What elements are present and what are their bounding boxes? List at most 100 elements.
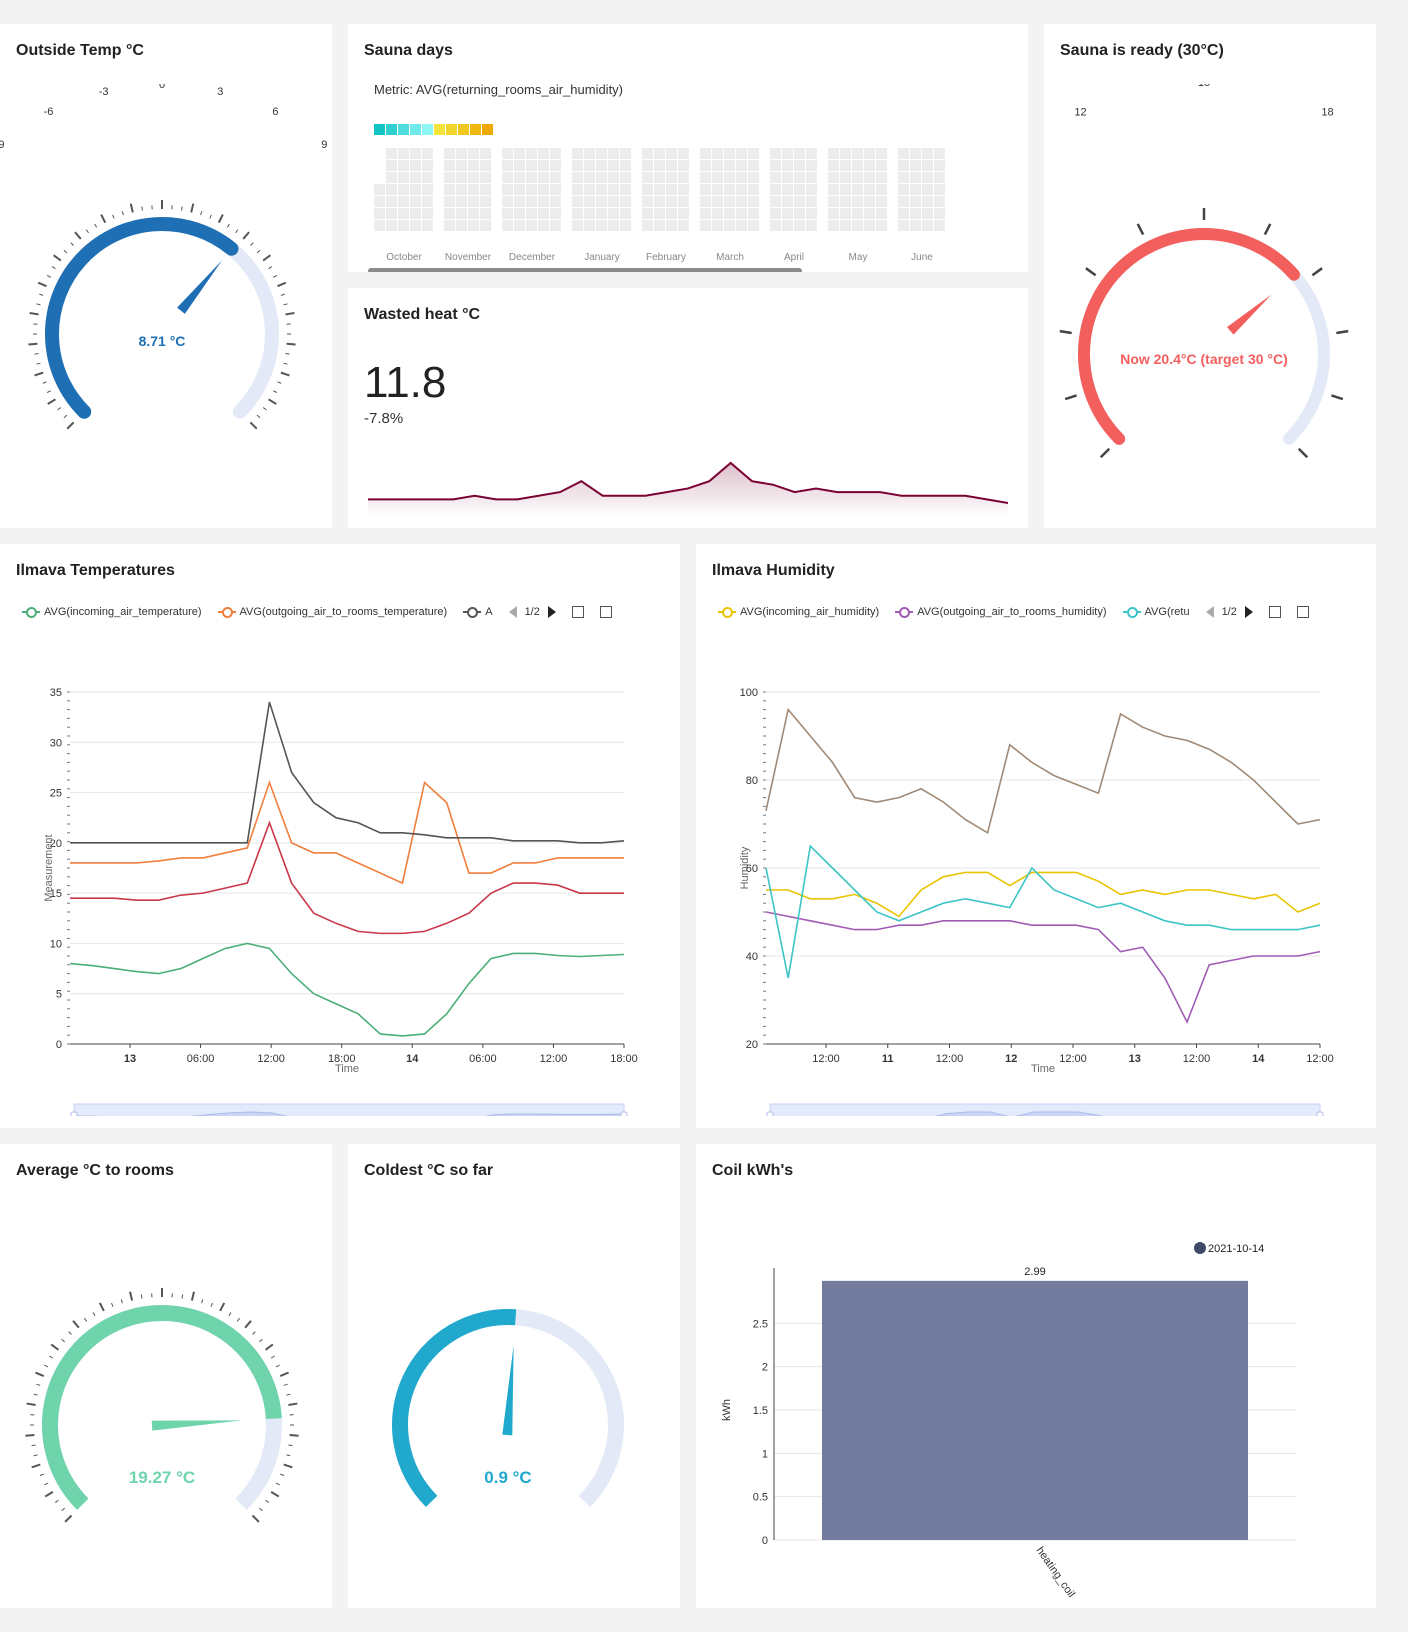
gauge-tick (39, 293, 44, 296)
legend-item[interactable]: AVG(incoming_air_humidity) (718, 606, 879, 618)
zoom-reset-icon[interactable] (1296, 606, 1309, 618)
day-cell (654, 196, 665, 207)
day-cell (782, 220, 793, 231)
next-page-icon[interactable] (547, 606, 556, 618)
gauge-tick (217, 214, 224, 224)
day-cell (620, 148, 631, 159)
day-cell (840, 172, 851, 183)
gauge-tick (33, 1393, 38, 1396)
day-cell (724, 148, 735, 159)
gauge-tick (251, 1514, 260, 1523)
gauge-tick (1059, 329, 1072, 335)
day-cell (806, 184, 817, 195)
month-label: April (784, 252, 804, 263)
day-cell (782, 160, 793, 171)
wasted-heat-value: 11.8 (364, 358, 447, 407)
day-cell (748, 160, 759, 171)
legend-item[interactable]: AVG(outgoing_air_to_rooms_temperature) (217, 606, 447, 618)
day-cell (852, 220, 863, 231)
day-cell (514, 172, 525, 183)
gauge-tick-label: 6 (272, 106, 278, 118)
gauge-tick (279, 1371, 289, 1377)
day-cell (898, 220, 909, 231)
day-cell (502, 160, 513, 171)
day-cell (806, 148, 817, 159)
day-cell (596, 160, 607, 171)
gauge-tick (46, 390, 51, 394)
gauge-tick (1263, 223, 1272, 236)
prev-page-icon[interactable] (1205, 606, 1214, 618)
zoom-icon[interactable] (1268, 606, 1281, 618)
next-page-icon[interactable] (1244, 606, 1253, 618)
legend-item[interactable]: AVG(outgoing_air_to_rooms_humidity) (895, 606, 1107, 618)
day-cell (596, 148, 607, 159)
gauge-tick (36, 303, 41, 306)
day-cell (620, 196, 631, 207)
legend-item[interactable]: AVG(retu (1122, 606, 1190, 618)
gauge-tick (201, 1299, 204, 1304)
day-cell (770, 208, 781, 219)
day-cell (876, 148, 887, 159)
legend-item[interactable]: A (463, 606, 493, 618)
month-label: January (584, 252, 620, 263)
gauge-tick (285, 353, 290, 355)
day-cell (910, 160, 921, 171)
day-cell (608, 196, 619, 207)
day-cell (700, 160, 711, 171)
prev-page-icon[interactable] (508, 606, 517, 618)
day-cell (572, 208, 583, 219)
day-cell (724, 220, 735, 231)
day-cell (398, 184, 409, 195)
day-cell (550, 196, 561, 207)
zoom-reset-icon[interactable] (599, 606, 612, 618)
day-cell (876, 196, 887, 207)
day-cell (864, 196, 875, 207)
gauge-tick (39, 1473, 44, 1476)
x-tick-label: 14 (1252, 1053, 1265, 1065)
gauge-tick (288, 1444, 293, 1447)
day-cell (584, 220, 595, 231)
day-cell (852, 184, 863, 195)
day-cell (386, 172, 397, 183)
gauge-needle (177, 260, 223, 314)
day-cell (840, 220, 851, 231)
day-cell (526, 184, 537, 195)
day-cell (502, 220, 513, 231)
zoom-handle-right (1316, 1111, 1324, 1116)
gauge-tick (250, 242, 254, 246)
day-cell (700, 184, 711, 195)
y-tick-label: 5 (56, 989, 62, 1001)
day-cell (934, 184, 945, 195)
day-cell (410, 160, 421, 171)
day-cell (724, 172, 735, 183)
day-cell (770, 220, 781, 231)
chart-legend: AVG(incoming_air_humidity) AVG(outgoing_… (718, 606, 1309, 618)
day-cell (934, 208, 945, 219)
gauge-tick (249, 421, 258, 430)
day-cell (456, 172, 467, 183)
legend-item[interactable]: AVG(incoming_air_temperature) (22, 606, 202, 618)
series-line (70, 701, 625, 844)
day-cell (538, 160, 549, 171)
y-tick-label: 0 (762, 1535, 768, 1547)
day-cell (922, 172, 933, 183)
day-cell (700, 196, 711, 207)
series-line (70, 820, 624, 935)
y-tick-label: 1 (762, 1448, 768, 1460)
zoom-icon[interactable] (571, 606, 584, 618)
day-cell (666, 196, 677, 207)
y-tick-label: 20 (746, 1039, 758, 1051)
x-tick-label: 12:00 (540, 1053, 568, 1065)
day-cell (444, 172, 455, 183)
day-cell (922, 220, 933, 231)
gauge-tick (273, 390, 278, 394)
card-title: Coil kWh's (712, 1162, 794, 1179)
day-cell (444, 184, 455, 195)
gauge-tick-label: -9 (0, 139, 5, 151)
day-cell (514, 220, 525, 231)
day-cell (678, 208, 689, 219)
day-cell (444, 208, 455, 219)
day-cell (538, 208, 549, 219)
x-tick-label: 13 (1129, 1053, 1141, 1065)
coldest-card: Coldest °C so far -30-24-18-12-606121824… (348, 1144, 680, 1608)
